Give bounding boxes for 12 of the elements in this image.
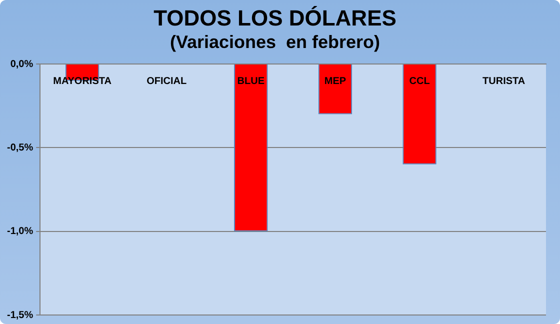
x-tick-label: OFICIAL xyxy=(146,76,187,87)
x-tick-label: BLUE xyxy=(237,76,265,87)
chart-subtitle: (Variaciones en febrero) xyxy=(170,32,380,52)
x-tick-label: CCL xyxy=(409,76,430,87)
y-tick-label: -1,0% xyxy=(7,226,34,238)
x-tick-label: MEP xyxy=(324,76,346,87)
x-tick-label: TURISTA xyxy=(482,76,526,87)
x-tick-label: MAYORISTA xyxy=(53,76,112,87)
y-tick-label: 0,0% xyxy=(10,58,34,70)
y-tick-label: -0,5% xyxy=(7,142,34,154)
y-tick-label: -1,5% xyxy=(7,310,34,321)
chart-title: TODOS LOS DÓLARES xyxy=(154,5,396,30)
